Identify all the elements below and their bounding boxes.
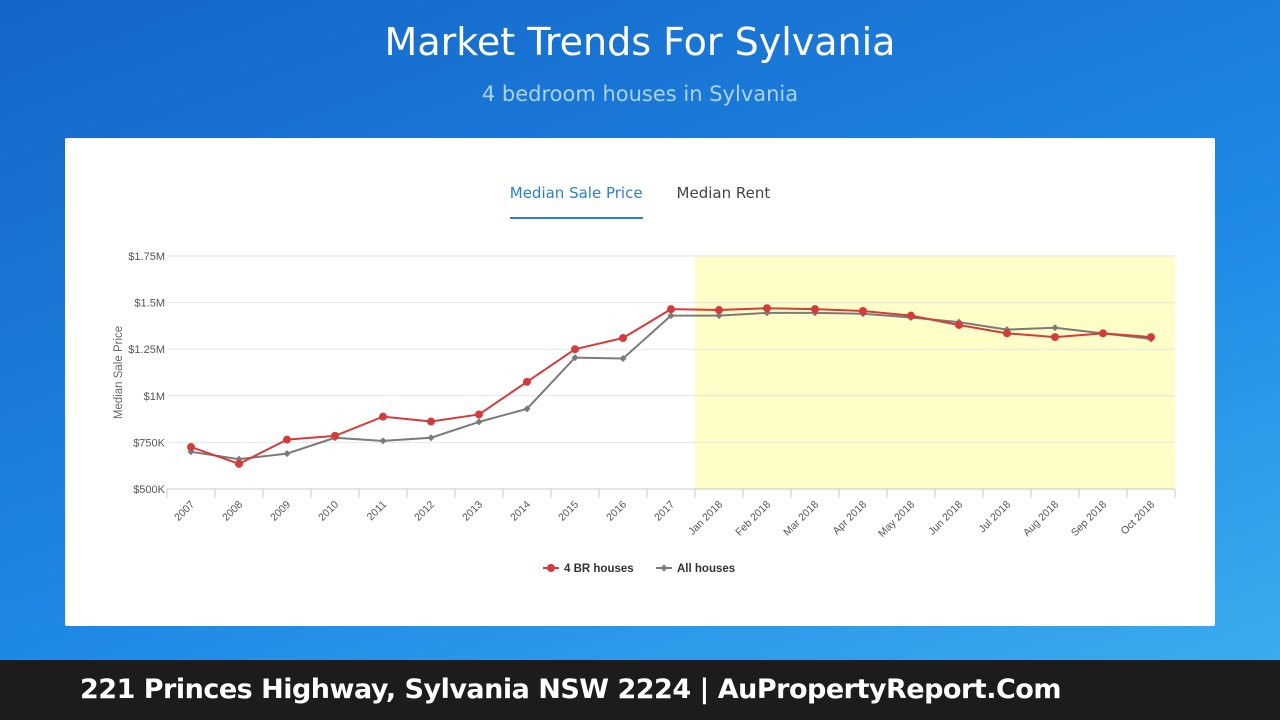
line-chart: $500K $750K $1M $1.25M $1.5M $1.75M 2007 2008 20… xyxy=(113,251,1176,575)
data-point-4br-houses xyxy=(955,320,963,329)
data-point-4br-houses xyxy=(763,304,771,313)
y-tick-label: $500K xyxy=(133,484,165,496)
x-tick-label: 2008 xyxy=(220,499,245,524)
data-point-all-houses xyxy=(523,405,531,413)
data-point-all-houses xyxy=(619,355,627,363)
legend-4br-houses-label: 4 BR houses xyxy=(564,563,634,575)
chart-tabs: Median Sale Price Median Rent xyxy=(65,182,1215,219)
data-point-all-houses xyxy=(379,437,387,445)
y-tick-label: $750K xyxy=(133,437,165,449)
data-point-4br-houses xyxy=(1099,329,1107,338)
data-point-4br-houses xyxy=(1003,329,1011,338)
forecast-highlight-band xyxy=(695,256,1175,489)
x-tick-label: 2016 xyxy=(604,499,629,524)
x-tick-label: Feb 2018 xyxy=(733,499,773,539)
data-point-4br-houses xyxy=(235,459,243,468)
x-tick-label: 2009 xyxy=(268,499,293,524)
data-point-all-houses xyxy=(715,312,723,320)
tab-median-rent[interactable]: Median Rent xyxy=(676,184,771,202)
data-point-4br-houses xyxy=(571,345,579,354)
x-tick-label: 2012 xyxy=(412,499,437,524)
chart-card: Median Sale Price Median Rent $500K $750K… xyxy=(65,138,1215,626)
data-point-4br-houses xyxy=(715,306,723,315)
tab-median-sale-price[interactable]: Median Sale Price xyxy=(509,182,643,219)
y-tick-label: $1.25M xyxy=(128,344,165,356)
data-point-all-houses xyxy=(667,312,675,320)
x-tick-label: Apr 2018 xyxy=(830,499,869,538)
data-point-4br-houses xyxy=(283,435,291,444)
x-tick-label: 2007 xyxy=(172,499,197,524)
x-tick-label: 2014 xyxy=(508,499,533,524)
data-point-all-houses xyxy=(283,450,291,458)
page-subtitle: 4 bedroom houses in Sylvania xyxy=(481,82,799,106)
page-title: Market Trends For Sylvania xyxy=(384,20,896,64)
data-point-4br-houses xyxy=(907,311,915,320)
data-point-4br-houses xyxy=(667,305,675,314)
data-point-all-houses xyxy=(571,354,579,362)
x-tick-label: Jan 2018 xyxy=(686,499,725,538)
x-tick-label: Jul 2018 xyxy=(977,499,1014,536)
x-tick-label: Mar 2018 xyxy=(781,499,821,539)
data-point-4br-houses xyxy=(811,305,819,314)
x-tick-label: 2017 xyxy=(652,499,677,524)
data-point-4br-houses xyxy=(1051,333,1059,342)
legend-all-houses-marker xyxy=(660,564,668,572)
data-point-4br-houses xyxy=(523,377,531,386)
footer-bar: 221 Princes Highway, Sylvania NSW 2224 |… xyxy=(0,660,1280,720)
data-point-4br-houses xyxy=(1147,333,1155,342)
y-axis-title: Median Sale Price xyxy=(113,326,125,419)
legend-4br-houses-marker xyxy=(547,564,555,572)
data-point-4br-houses xyxy=(619,334,627,343)
data-point-4br-houses xyxy=(427,417,435,426)
legend-all-houses-label: All houses xyxy=(677,563,735,575)
x-tick-label: 2010 xyxy=(316,499,341,524)
y-tick-label: $1M xyxy=(144,391,165,403)
data-point-4br-houses xyxy=(331,431,339,440)
footer-address: 221 Princes Highway, Sylvania NSW 2224 |… xyxy=(80,674,1061,705)
data-point-all-houses xyxy=(475,418,483,426)
x-tick-label: May 2018 xyxy=(876,499,917,540)
y-tick-label: $1.5M xyxy=(134,298,165,310)
x-tick-label: Aug 2018 xyxy=(1021,499,1061,539)
x-tick-label: Oct 2018 xyxy=(1118,499,1157,538)
data-point-4br-houses xyxy=(475,410,483,419)
x-tick-label: 2011 xyxy=(365,499,390,524)
data-point-all-houses xyxy=(427,434,435,442)
x-tick-label: Jun 2018 xyxy=(926,499,965,538)
x-tick-label: 2013 xyxy=(460,499,485,524)
x-tick-label: 2015 xyxy=(556,499,581,524)
x-tick-label: Sep 2018 xyxy=(1069,499,1109,539)
data-point-4br-houses xyxy=(859,306,867,315)
y-tick-label: $1.75M xyxy=(128,251,165,263)
data-point-all-houses xyxy=(1051,324,1059,332)
data-point-4br-houses xyxy=(379,412,387,421)
data-point-all-houses xyxy=(763,309,771,317)
data-point-4br-houses xyxy=(187,443,195,452)
